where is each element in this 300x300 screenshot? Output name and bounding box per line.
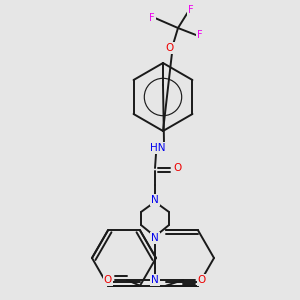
Text: O: O [174, 163, 182, 173]
Text: F: F [197, 30, 203, 40]
Text: O: O [104, 275, 112, 285]
Text: O: O [198, 275, 206, 285]
Text: HN: HN [150, 143, 166, 153]
Text: O: O [166, 43, 174, 53]
Text: N: N [151, 233, 159, 243]
Text: F: F [188, 5, 194, 15]
Text: N: N [151, 275, 159, 285]
Text: F: F [149, 13, 155, 23]
Text: N: N [151, 195, 159, 205]
